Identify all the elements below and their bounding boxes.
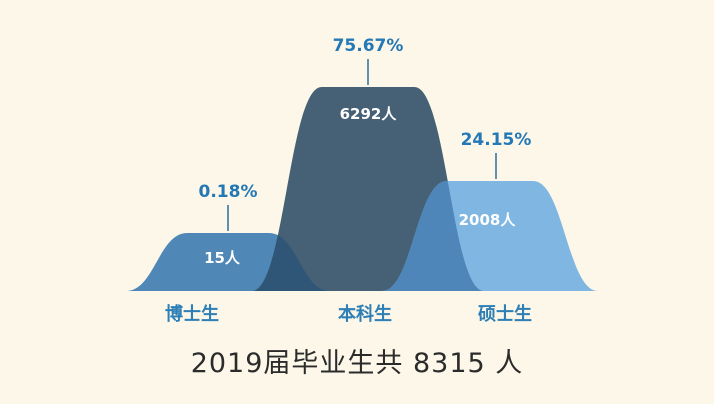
count-label-phd: 15人 xyxy=(204,249,241,267)
percent-label-master: 24.15% xyxy=(461,130,532,150)
category-label-master: 硕士生 xyxy=(478,303,532,325)
percent-label-bachelor: 75.67% xyxy=(333,36,404,56)
count-label-master: 2008人 xyxy=(459,211,517,229)
total-caption: 2019届毕业生共 8315 人 xyxy=(191,348,524,379)
category-label-phd: 博士生 xyxy=(165,303,219,325)
count-label-bachelor: 6292人 xyxy=(340,105,398,123)
overlap-bachelor-master xyxy=(382,181,484,291)
category-label-bachelor: 本科生 xyxy=(338,303,392,325)
percent-label-phd: 0.18% xyxy=(199,182,258,202)
